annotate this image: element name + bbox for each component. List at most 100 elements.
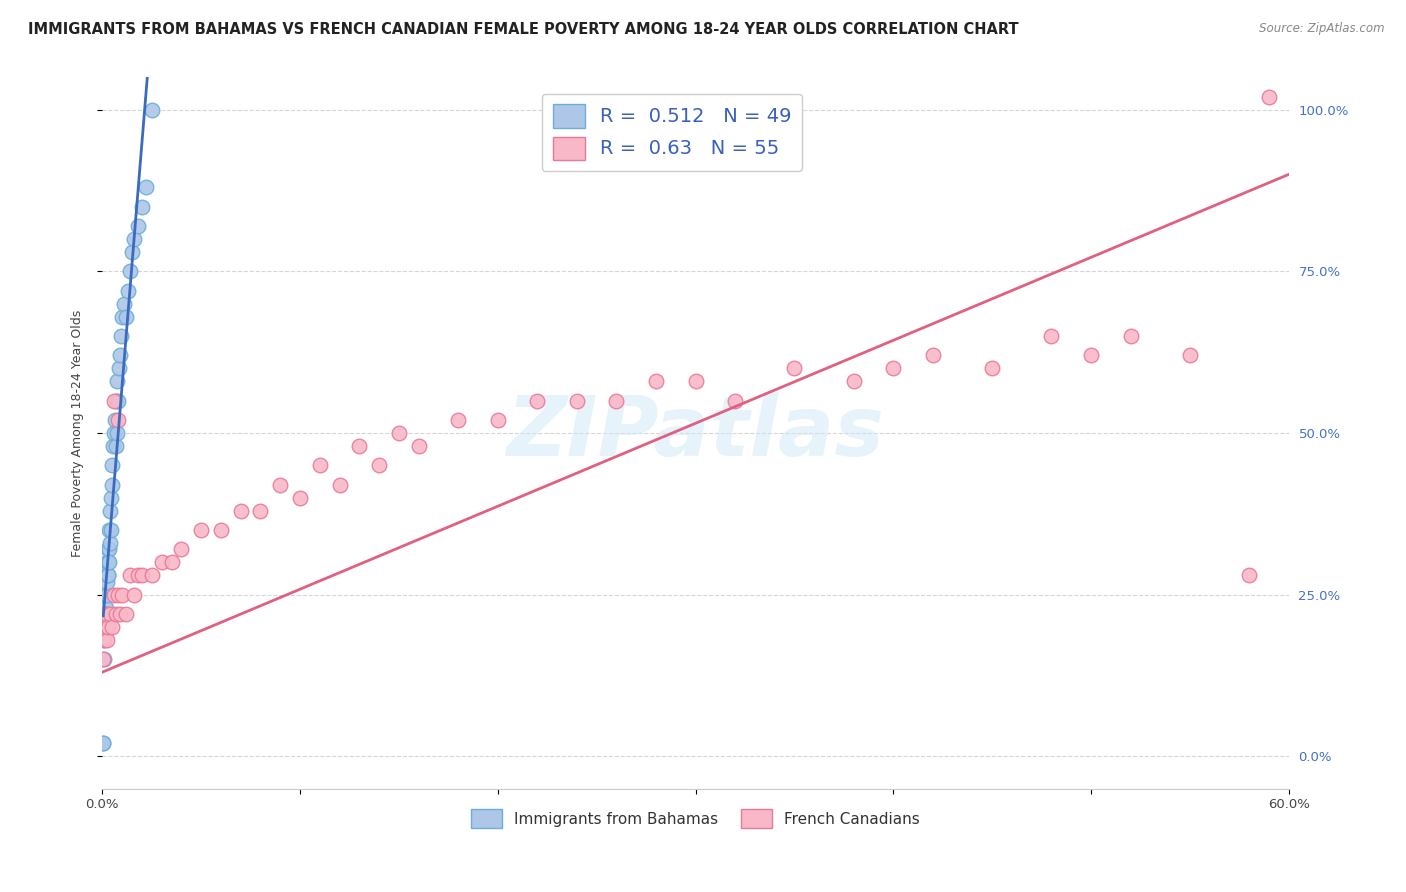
Point <box>724 393 747 408</box>
Point <box>100 523 122 537</box>
Point <box>93 607 115 621</box>
Point <box>108 361 131 376</box>
Point <box>101 458 124 473</box>
Point <box>111 310 134 324</box>
Point <box>329 477 352 491</box>
Point <box>1080 348 1102 362</box>
Point <box>1040 329 1063 343</box>
Point <box>1119 329 1142 343</box>
Point <box>160 555 183 569</box>
Point <box>104 393 127 408</box>
Point <box>229 503 252 517</box>
Point <box>97 568 120 582</box>
Point <box>96 555 118 569</box>
Point <box>97 620 120 634</box>
Point <box>108 607 131 621</box>
Point <box>98 503 121 517</box>
Text: IMMIGRANTS FROM BAHAMAS VS FRENCH CANADIAN FEMALE POVERTY AMONG 18-24 YEAR OLDS : IMMIGRANTS FROM BAHAMAS VS FRENCH CANADI… <box>28 22 1019 37</box>
Point <box>108 348 131 362</box>
Point <box>96 568 118 582</box>
Point <box>91 736 114 750</box>
Point <box>842 374 865 388</box>
Point <box>96 607 118 621</box>
Point <box>408 439 430 453</box>
Point <box>107 413 129 427</box>
Point <box>1258 90 1281 104</box>
Point <box>115 310 138 324</box>
Point <box>103 393 125 408</box>
Point <box>101 439 124 453</box>
Legend: Immigrants from Bahamas, French Canadians: Immigrants from Bahamas, French Canadian… <box>465 804 925 834</box>
Point <box>190 523 212 537</box>
Point <box>103 588 125 602</box>
Point <box>91 736 114 750</box>
Point <box>209 523 232 537</box>
Point <box>981 361 1004 376</box>
Point <box>135 180 157 194</box>
Point <box>645 374 668 388</box>
Point <box>131 568 153 582</box>
Point <box>921 348 943 362</box>
Point <box>117 284 139 298</box>
Point <box>349 439 371 453</box>
Point <box>96 632 118 647</box>
Point <box>121 244 143 259</box>
Point <box>269 477 291 491</box>
Point <box>98 607 121 621</box>
Point <box>141 568 163 582</box>
Point <box>122 232 145 246</box>
Point <box>486 413 509 427</box>
Point <box>118 264 141 278</box>
Point <box>447 413 470 427</box>
Point <box>100 491 122 505</box>
Point <box>783 361 806 376</box>
Point <box>170 542 193 557</box>
Point <box>104 413 127 427</box>
Point <box>98 523 121 537</box>
Point <box>105 425 128 440</box>
Point <box>308 458 330 473</box>
Point <box>96 588 118 602</box>
Text: ZIPatlas: ZIPatlas <box>506 392 884 474</box>
Point <box>127 219 149 233</box>
Point <box>122 588 145 602</box>
Point <box>131 200 153 214</box>
Y-axis label: Female Poverty Among 18-24 Year Olds: Female Poverty Among 18-24 Year Olds <box>72 310 84 557</box>
Point <box>93 620 115 634</box>
Point <box>101 477 124 491</box>
Point <box>288 491 311 505</box>
Point <box>118 568 141 582</box>
Point <box>101 620 124 634</box>
Point <box>1237 568 1260 582</box>
Point <box>97 542 120 557</box>
Point <box>94 588 117 602</box>
Point <box>103 425 125 440</box>
Point <box>97 542 120 557</box>
Point <box>105 439 128 453</box>
Point <box>127 568 149 582</box>
Point <box>605 393 627 408</box>
Point <box>115 607 138 621</box>
Point <box>94 600 117 615</box>
Point <box>150 555 173 569</box>
Point <box>565 393 588 408</box>
Point <box>97 555 120 569</box>
Point <box>98 555 121 569</box>
Text: Source: ZipAtlas.com: Source: ZipAtlas.com <box>1260 22 1385 36</box>
Point <box>112 296 135 310</box>
Point <box>97 568 120 582</box>
Point <box>91 652 114 666</box>
Point <box>94 620 117 634</box>
Point <box>105 607 128 621</box>
Point <box>98 536 121 550</box>
Point <box>94 620 117 634</box>
Point <box>526 393 548 408</box>
Point <box>93 632 115 647</box>
Point <box>110 329 132 343</box>
Point <box>882 361 904 376</box>
Point <box>249 503 271 517</box>
Point <box>105 374 128 388</box>
Point <box>107 588 129 602</box>
Point <box>141 103 163 117</box>
Point <box>93 652 115 666</box>
